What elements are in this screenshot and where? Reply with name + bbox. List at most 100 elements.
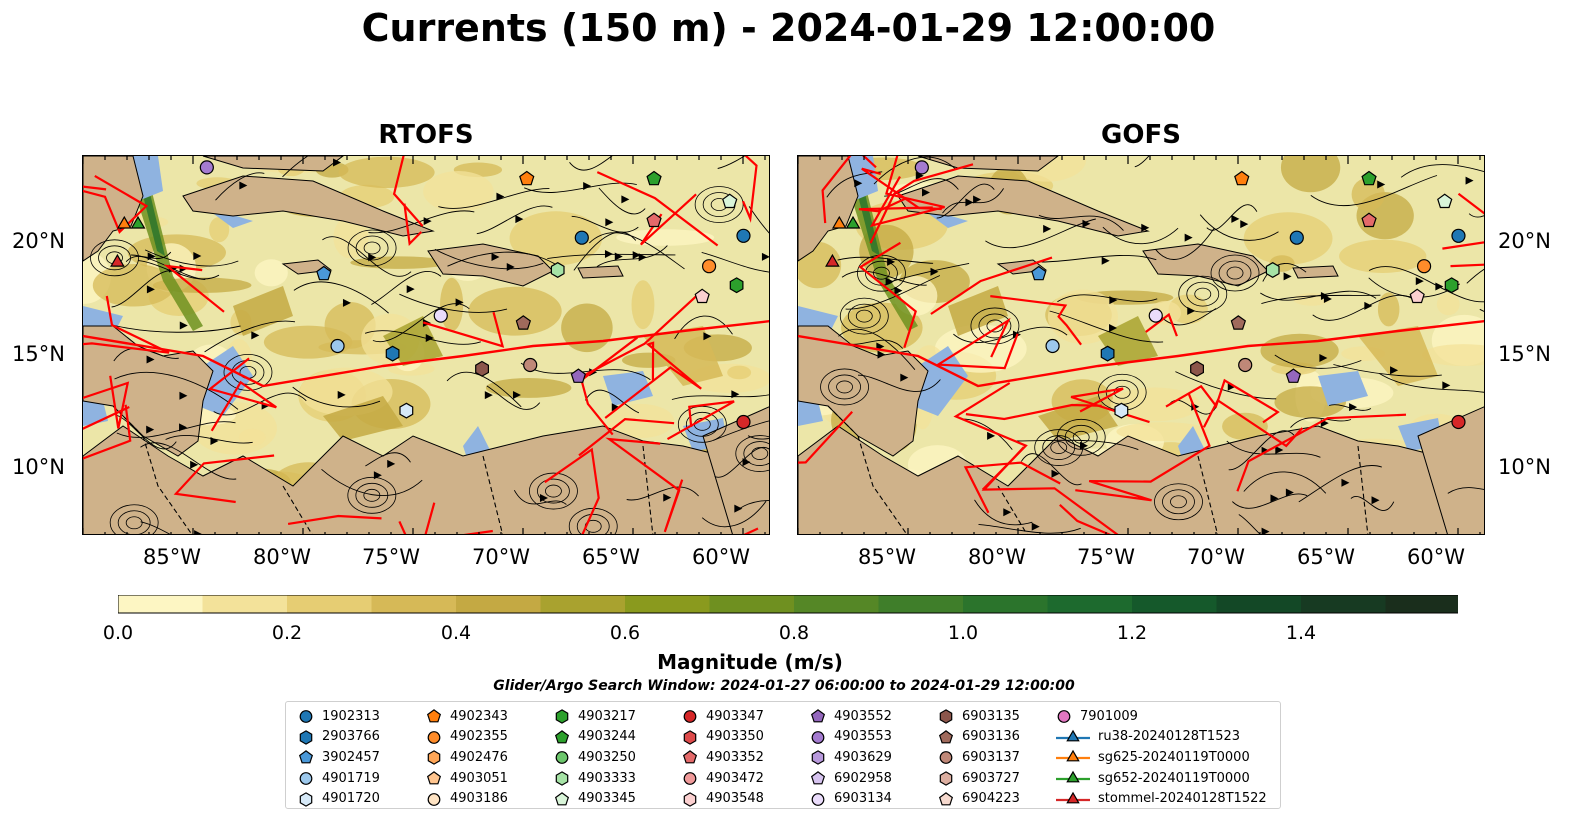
float-marker [1451,414,1466,430]
hexagon-marker-icon [683,791,697,807]
eddy-streamline [1050,441,1068,454]
streamline [717,156,746,169]
streamline [588,232,685,270]
eddy-streamline [1064,424,1098,450]
float-marker [1285,368,1302,383]
streamline [434,248,544,270]
eddy-streamline [743,441,769,466]
legend-item: 3902457 [298,747,380,768]
float-marker [914,160,929,175]
streamline-arrow [1043,224,1052,233]
streamline [368,210,475,234]
streamline [713,420,769,441]
magnitude-patch [1110,387,1201,422]
streamline [845,275,941,310]
colorbar-segment [878,595,964,613]
eez-boundary [1457,192,1484,215]
float-marker [646,170,662,186]
hexagon-marker-icon [683,730,697,745]
legend-label: 4903472 [706,770,764,786]
legend-item: 6902958 [810,768,892,789]
eez-boundary [83,375,130,429]
streamline [1057,294,1158,303]
streamline [1134,156,1150,168]
streamline [841,270,927,286]
legend-marker [298,750,314,764]
legend-item: 4903352 [682,747,764,768]
streamline-arrow [1442,381,1451,390]
circle-marker-icon [299,710,313,724]
streamline-arrow [146,355,155,364]
legend-label: sg625-20240119T0000 [1098,749,1250,765]
colorbar-segment [118,595,203,613]
legend-label: 4902343 [450,708,508,724]
legend-marker [682,750,698,764]
streamline-arrow [193,251,202,260]
glider-track-icon [1056,750,1090,762]
legend-item: 7901009 [1056,706,1267,727]
eez-boundary [605,437,684,533]
land [202,156,344,172]
streamline-arrow [930,267,939,276]
land [1142,243,1269,287]
streamline [1228,430,1295,471]
magnitude-patch [1339,239,1427,273]
streamline [1274,354,1362,369]
streamline-arrow [425,333,434,342]
eddy-streamline [223,353,273,391]
float-marker [722,193,738,209]
streamline-arrow [1285,488,1294,497]
eddy-streamline [545,484,562,498]
legend-marker [811,792,825,806]
magnitude-patch [209,216,230,243]
legend-item: 6903727 [938,768,1020,789]
streamline-arrow [251,331,260,340]
pentagon-marker-icon [938,791,954,806]
legend-marker [1066,750,1080,762]
streamline-arrow [703,332,712,341]
streamline [1400,164,1484,178]
streamline [1298,465,1382,503]
hexagon-marker-icon [811,750,825,766]
colorbar-segment [1047,595,1133,613]
streamline-arrow [973,195,982,204]
float-marker [1451,228,1466,243]
eez-boundary [1202,398,1304,448]
lon-label-85w-right: 85°W [858,545,916,569]
streamline [857,374,941,392]
map-panel-rtofs[interactable] [82,155,770,535]
streamline [584,389,640,414]
streamline-arrow [1270,494,1279,503]
eddy-streamline [873,266,890,280]
float-marker [729,277,744,294]
streamline [144,249,239,267]
lon-label-60w-left: 60°W [692,545,750,569]
float-marker [519,170,535,186]
hexagon-marker-icon [555,771,569,786]
magnitude-patch [509,211,603,266]
legend-label: 4903250 [578,749,636,765]
eez-boundary [578,417,675,457]
legend-column: 1902313 2903766 3902457 4901719 4901720 [298,706,380,809]
float-marker [825,253,840,267]
streamline [371,270,442,305]
colorbar-tick: 1.4 [1285,622,1317,644]
legend-marker [810,771,826,785]
colorbar [117,594,1529,623]
lat-label-20n-left: 20°N [12,229,65,253]
colorbar-segment [540,595,626,613]
eez-boundary [869,163,974,244]
map-panel-gofs[interactable] [797,155,1485,535]
eez-boundary [934,317,1019,370]
legend-item: 2903766 [298,727,380,748]
lon-label-75w-left: 75°W [362,545,420,569]
streamline-arrow [632,251,641,260]
streamline-arrow [146,425,155,434]
legend-item: 4903250 [554,747,636,768]
eddy-streamline [1042,435,1076,460]
eddy-streamline [685,411,719,437]
float-marker [694,288,710,304]
streamline-arrow [387,459,396,468]
streamline [114,371,239,410]
legend-marker [683,791,697,807]
